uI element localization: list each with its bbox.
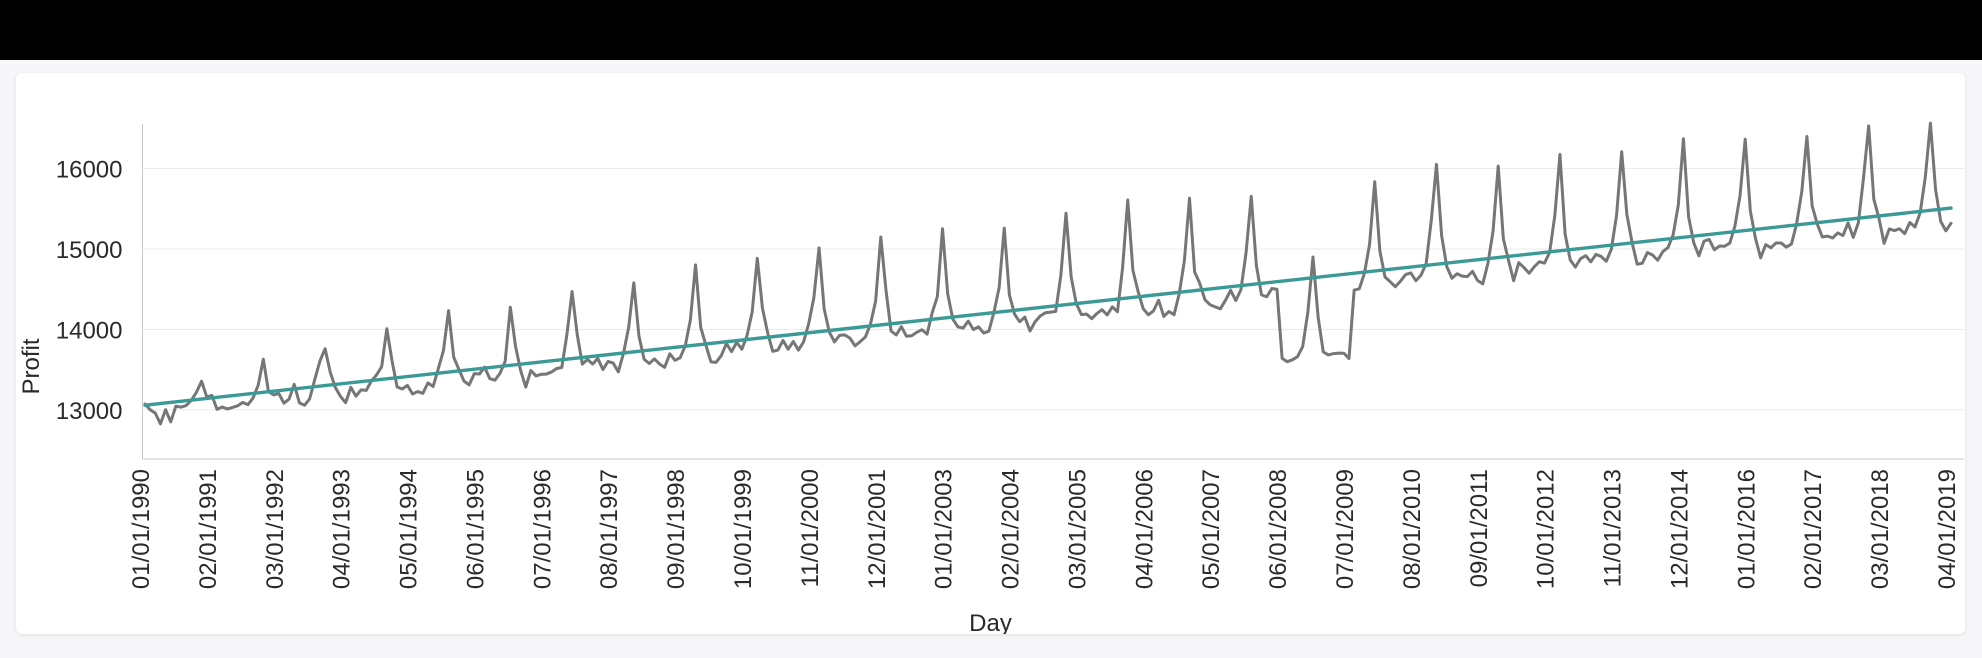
svg-text:02/01/2004: 02/01/2004 — [998, 469, 1025, 589]
svg-text:02/01/2017: 02/01/2017 — [1800, 469, 1827, 589]
svg-text:04/01/2019: 04/01/2019 — [1934, 469, 1961, 589]
svg-text:10/01/1999: 10/01/1999 — [730, 469, 757, 589]
svg-text:09/01/1998: 09/01/1998 — [663, 469, 690, 589]
svg-text:12/01/2001: 12/01/2001 — [864, 469, 891, 589]
svg-text:16000: 16000 — [56, 157, 123, 184]
svg-text:06/01/2008: 06/01/2008 — [1265, 469, 1292, 589]
svg-text:02/01/1991: 02/01/1991 — [195, 469, 222, 589]
svg-text:04/01/2006: 04/01/2006 — [1131, 469, 1158, 589]
svg-text:Day: Day — [969, 610, 1012, 634]
svg-text:08/01/1997: 08/01/1997 — [596, 469, 623, 589]
svg-text:01/01/1990: 01/01/1990 — [128, 469, 155, 589]
svg-text:01/01/2016: 01/01/2016 — [1733, 469, 1760, 589]
svg-text:05/01/2007: 05/01/2007 — [1198, 469, 1225, 589]
svg-text:04/01/1993: 04/01/1993 — [329, 469, 356, 589]
svg-text:03/01/2005: 03/01/2005 — [1064, 469, 1091, 589]
svg-text:11/01/2000: 11/01/2000 — [797, 469, 824, 587]
svg-text:05/01/1994: 05/01/1994 — [396, 469, 423, 589]
svg-text:Profit: Profit — [18, 338, 45, 394]
svg-text:06/01/1995: 06/01/1995 — [462, 469, 489, 589]
svg-text:15000: 15000 — [56, 237, 123, 264]
svg-text:10/01/2012: 10/01/2012 — [1533, 469, 1560, 589]
svg-text:08/01/2010: 08/01/2010 — [1399, 469, 1426, 589]
svg-text:14000: 14000 — [56, 317, 123, 344]
svg-text:07/01/1996: 07/01/1996 — [529, 469, 556, 589]
svg-text:11/01/2013: 11/01/2013 — [1600, 469, 1627, 587]
svg-text:03/01/1992: 03/01/1992 — [262, 469, 289, 589]
svg-text:12/01/2014: 12/01/2014 — [1666, 469, 1693, 589]
svg-text:09/01/2011: 09/01/2011 — [1466, 469, 1493, 587]
svg-text:13000: 13000 — [56, 398, 123, 425]
svg-text:07/01/2009: 07/01/2009 — [1332, 469, 1359, 589]
svg-text:01/01/2003: 01/01/2003 — [931, 469, 958, 589]
svg-text:03/01/2018: 03/01/2018 — [1867, 469, 1894, 589]
